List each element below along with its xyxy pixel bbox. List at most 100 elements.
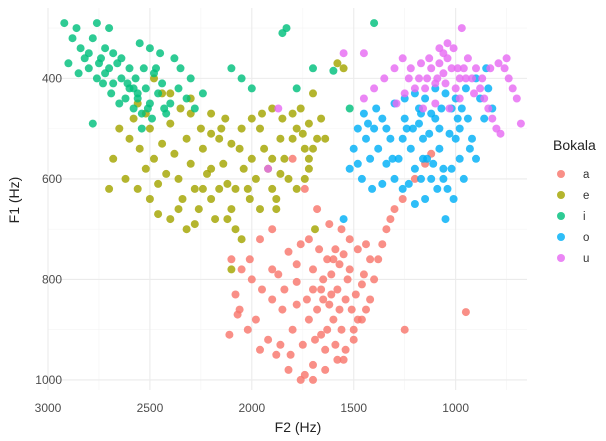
data-point-o: [421, 195, 430, 203]
data-point-a: [268, 225, 277, 234]
data-point-u: [435, 59, 444, 68]
data-point-i: [131, 74, 140, 83]
data-point-a: [327, 270, 336, 279]
legend-key-e: [557, 191, 565, 199]
data-point-u: [500, 64, 509, 73]
data-point-a: [353, 245, 362, 254]
data-point-e: [150, 154, 158, 163]
data-point-a: [378, 240, 387, 249]
data-point-e: [217, 124, 226, 133]
x-tick-label: 2000: [238, 401, 265, 415]
data-point-o: [404, 179, 413, 188]
legend-key-a: [557, 170, 565, 178]
data-point-a: [227, 255, 236, 264]
data-point-e: [288, 134, 297, 143]
data-point-e: [304, 154, 313, 163]
data-point-u: [406, 64, 415, 73]
data-point-u: [425, 54, 434, 63]
data-point-o: [398, 134, 407, 143]
data-point-a: [276, 340, 285, 349]
data-point-e: [109, 154, 118, 163]
data-point-i: [95, 59, 103, 68]
data-point-o: [435, 124, 444, 133]
data-point-o: [449, 195, 458, 203]
data-point-e: [174, 205, 183, 214]
data-point-i: [137, 124, 146, 133]
data-point-e: [198, 144, 207, 153]
data-point-o: [353, 124, 362, 133]
data-point-u: [443, 39, 452, 48]
data-point-a: [345, 235, 354, 244]
data-point-e: [245, 195, 254, 203]
data-point-u: [447, 64, 456, 73]
data-point-i: [174, 84, 183, 93]
data-point-e: [333, 59, 342, 68]
legend-label-i: i: [583, 211, 586, 223]
data-point-i: [148, 114, 156, 123]
data-point-e: [339, 64, 348, 73]
data-point-a: [319, 295, 328, 304]
data-points: [60, 19, 525, 384]
data-point-e: [256, 124, 264, 133]
data-point-o: [382, 159, 391, 168]
data-point-a: [362, 305, 370, 314]
data-point-u: [476, 84, 485, 93]
data-point-u: [404, 74, 413, 83]
data-point-a: [343, 275, 352, 284]
data-point-a: [296, 375, 305, 384]
data-point-o: [417, 174, 425, 183]
data-point-u: [339, 49, 348, 58]
data-point-o: [439, 174, 448, 183]
data-point-e: [300, 174, 309, 183]
data-point-e: [186, 159, 195, 168]
data-point-i: [198, 89, 207, 98]
data-point-a: [357, 315, 366, 324]
data-point-e: [235, 144, 244, 153]
data-point-o: [374, 144, 383, 153]
data-point-o: [372, 104, 381, 113]
data-point-a: [333, 285, 342, 294]
data-point-u: [459, 64, 468, 73]
data-point-a: [233, 310, 242, 319]
data-point-a: [298, 340, 307, 349]
data-point-u: [449, 44, 458, 53]
data-point-i: [84, 64, 93, 73]
data-point-i: [109, 49, 118, 58]
data-point-e: [141, 164, 150, 173]
data-point-e: [278, 114, 287, 123]
data-point-e: [170, 149, 179, 158]
data-point-e: [121, 174, 130, 183]
data-point-e: [227, 265, 236, 274]
data-point-o: [429, 159, 438, 168]
data-point-e: [256, 205, 264, 214]
data-point-a: [258, 285, 266, 294]
data-point-e: [196, 124, 205, 133]
data-point-o: [484, 84, 493, 93]
data-point-e: [178, 195, 187, 203]
data-point-e: [300, 144, 309, 153]
data-point-e: [288, 109, 297, 118]
data-point-e: [272, 195, 281, 203]
data-point-a: [280, 285, 289, 294]
data-point-i: [182, 94, 191, 103]
data-point-o: [398, 184, 407, 193]
data-point-i: [227, 64, 236, 73]
data-point-i: [309, 64, 317, 73]
data-point-o: [472, 154, 480, 163]
data-point-e: [280, 154, 289, 163]
data-point-o: [345, 164, 354, 173]
data-point-u: [504, 74, 513, 83]
data-point-a: [292, 300, 301, 309]
data-point-u: [457, 24, 466, 33]
data-point-a: [251, 315, 260, 324]
data-point-u: [439, 69, 448, 78]
data-point-o: [463, 114, 472, 123]
data-point-u: [433, 74, 442, 83]
data-point-e: [166, 215, 175, 224]
data-point-o: [410, 200, 419, 208]
data-point-a: [321, 365, 330, 374]
data-point-i: [329, 66, 338, 75]
data-point-e: [313, 134, 322, 143]
data-point-e: [276, 134, 285, 143]
data-point-u: [359, 94, 368, 103]
